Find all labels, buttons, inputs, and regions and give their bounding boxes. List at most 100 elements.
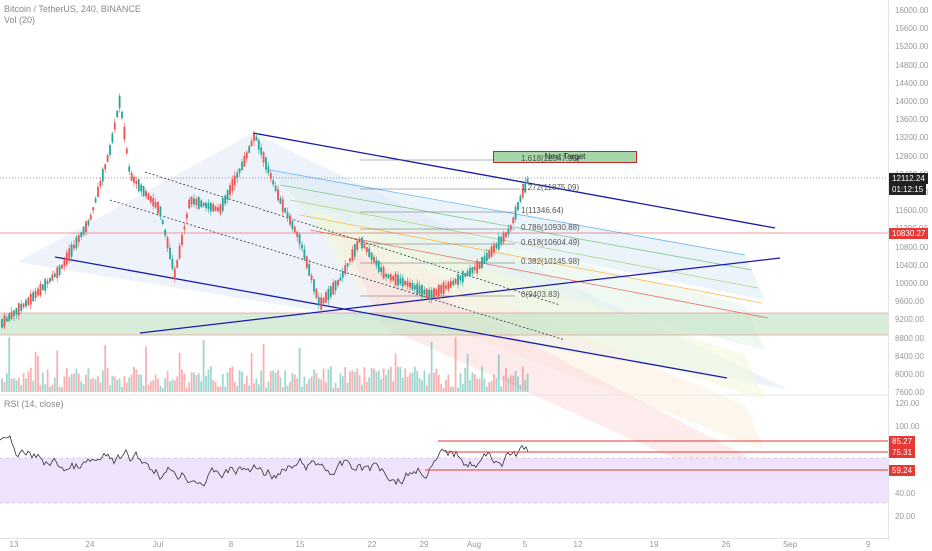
symbol-legend[interactable]: Bitcoin / TetherUS, 240, BINANCE bbox=[4, 4, 141, 14]
candle-body bbox=[428, 289, 431, 300]
volume-bar bbox=[387, 369, 390, 392]
volume-bar bbox=[375, 371, 378, 392]
candle-body bbox=[178, 245, 181, 259]
candle-body bbox=[145, 190, 147, 197]
volume-bar bbox=[15, 380, 18, 392]
volume-bar bbox=[401, 377, 404, 392]
volume-bar bbox=[193, 372, 195, 392]
time-tick: 9 bbox=[865, 540, 871, 549]
candle-body bbox=[257, 140, 260, 150]
candle-body bbox=[37, 288, 39, 296]
candle-body bbox=[459, 275, 462, 281]
volume-bar bbox=[313, 369, 315, 392]
candle-body bbox=[99, 180, 102, 187]
volume-bar bbox=[358, 375, 361, 392]
candle-body bbox=[106, 155, 109, 162]
candle-body bbox=[123, 126, 126, 140]
candle-body bbox=[260, 147, 263, 155]
volume-bar bbox=[269, 371, 272, 392]
volume-bar bbox=[437, 374, 440, 392]
volume-bar bbox=[121, 386, 123, 392]
volume-legend[interactable]: Vol (20) bbox=[4, 15, 36, 25]
candle-body bbox=[34, 290, 37, 298]
volume-bar bbox=[46, 369, 49, 392]
candle-body bbox=[73, 244, 75, 249]
candle-body bbox=[421, 284, 423, 298]
candle-body bbox=[58, 265, 61, 276]
volume-bar bbox=[416, 371, 419, 392]
volume-bar bbox=[128, 377, 131, 392]
rsi-tick: 100.00 bbox=[895, 421, 920, 431]
candle-body bbox=[495, 243, 498, 249]
volume-bar bbox=[157, 378, 159, 392]
candle-body bbox=[370, 252, 373, 261]
volume-bar bbox=[20, 385, 23, 392]
candle-body bbox=[471, 267, 474, 274]
volume-bar bbox=[85, 374, 87, 392]
volume-bar bbox=[32, 380, 35, 392]
candle-body bbox=[27, 297, 30, 306]
pitchfork-line bbox=[289, 199, 759, 289]
candle-body bbox=[404, 281, 407, 286]
volume-bar bbox=[173, 380, 176, 392]
candle-body bbox=[29, 293, 32, 305]
volume-bar bbox=[257, 384, 260, 392]
volume-bar bbox=[305, 383, 308, 392]
volume-bar bbox=[308, 378, 311, 392]
price-axis[interactable]: 16000.00 15600.00 15200.00 14800.00 14400.00… bbox=[888, 0, 932, 540]
volume-bar bbox=[104, 345, 107, 392]
volume-bar bbox=[13, 378, 15, 392]
volume-bar bbox=[56, 350, 59, 392]
volume-bar bbox=[320, 379, 323, 392]
volume-bar bbox=[27, 371, 30, 392]
candle-body bbox=[113, 122, 116, 130]
volume-bar bbox=[490, 380, 493, 392]
candle-body bbox=[469, 267, 471, 276]
volume-bar bbox=[68, 377, 71, 392]
volume-bar bbox=[166, 371, 169, 392]
candle-body bbox=[53, 273, 56, 278]
volume-bar bbox=[418, 377, 421, 392]
candle-body bbox=[406, 281, 409, 287]
candle-body bbox=[512, 217, 515, 224]
rsi-level-tag-3: 59.24 bbox=[889, 465, 916, 476]
candle-body bbox=[303, 249, 306, 260]
candle-body bbox=[291, 220, 294, 229]
price-tick: 10000.00 bbox=[895, 279, 929, 288]
candle-body bbox=[142, 185, 145, 196]
volume-bar bbox=[29, 367, 32, 392]
candle-body bbox=[435, 288, 438, 295]
volume-bar bbox=[512, 375, 515, 392]
candle-body bbox=[13, 310, 15, 317]
volume-bar bbox=[214, 381, 217, 392]
volume-bar bbox=[373, 368, 375, 392]
candle-body bbox=[296, 231, 299, 237]
candle-body bbox=[425, 288, 428, 299]
volume-bar bbox=[411, 372, 414, 392]
volume-bar bbox=[44, 384, 47, 392]
price-tick: 9600.00 bbox=[895, 297, 924, 307]
volume-bar bbox=[17, 377, 20, 392]
candle-body bbox=[44, 278, 47, 291]
volume-bar bbox=[514, 371, 517, 392]
volume-bar bbox=[197, 373, 200, 392]
candle-body bbox=[94, 198, 97, 203]
candle-body bbox=[267, 166, 270, 174]
candle-body bbox=[466, 271, 469, 276]
candle-body bbox=[298, 234, 301, 245]
rsi-legend[interactable]: RSI (14, close) bbox=[4, 399, 64, 409]
time-axis[interactable]: 13 24 Jul 8 15 22 29 Aug 5 12 19 26 Sep 9 bbox=[0, 538, 888, 551]
volume-bar bbox=[291, 373, 294, 392]
volume-bar bbox=[449, 386, 452, 392]
volume-bar bbox=[409, 373, 411, 392]
volume-bar bbox=[101, 370, 104, 392]
candle-body bbox=[219, 204, 222, 214]
price-tick: 8400.00 bbox=[895, 351, 924, 361]
pitchfork-band bbox=[270, 170, 765, 300]
volume-bar bbox=[80, 381, 83, 392]
volume-bar bbox=[260, 370, 263, 392]
candle-body bbox=[507, 229, 510, 235]
volume-bar bbox=[3, 381, 6, 392]
volume-bar bbox=[236, 385, 239, 392]
